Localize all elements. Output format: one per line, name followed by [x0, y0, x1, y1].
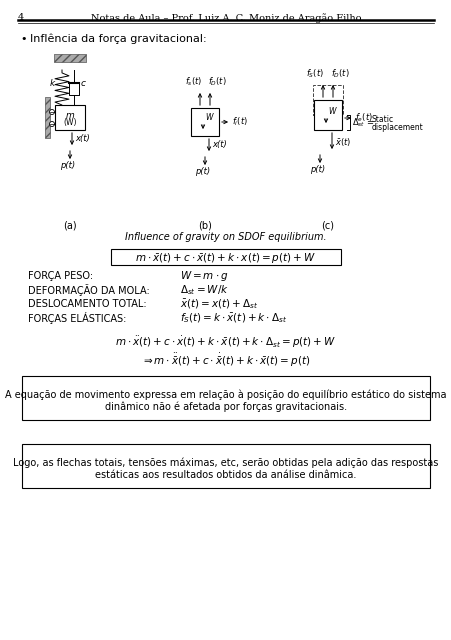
- Circle shape: [50, 122, 55, 127]
- Text: estáticas aos resultados obtidos da análise dinâmica.: estáticas aos resultados obtidos da anál…: [95, 470, 356, 480]
- Text: $f_S(t) = k \cdot \bar{x}(t) + k \cdot \Delta_{st}$: $f_S(t) = k \cdot \bar{x}(t) + k \cdot \…: [179, 311, 287, 325]
- Text: DESLOCAMENTO TOTAL:: DESLOCAMENTO TOTAL:: [28, 299, 146, 309]
- Text: p(t): p(t): [194, 168, 210, 177]
- Text: (a): (a): [63, 220, 77, 230]
- Text: (W): (W): [63, 118, 77, 127]
- Text: c: c: [81, 79, 86, 88]
- Text: $f_S(t)$: $f_S(t)$: [305, 67, 323, 80]
- Bar: [45, 97, 50, 138]
- Text: Logo, as flechas totais, tensões máximas, etc, serão obtidas pela adição das res: Logo, as flechas totais, tensões máximas…: [13, 458, 438, 468]
- Text: 4: 4: [18, 13, 24, 22]
- Bar: [111, 249, 340, 265]
- Text: k: k: [50, 79, 55, 88]
- Text: FORÇA PESO:: FORÇA PESO:: [28, 271, 93, 281]
- Text: $m \cdot \ddot{x}(t) + c \cdot \dot{x}(t) + k \cdot \bar{x}(t) + k \cdot \Delta_: $m \cdot \ddot{x}(t) + c \cdot \dot{x}(t…: [115, 334, 336, 349]
- Text: displacement: displacement: [371, 123, 423, 132]
- Text: Notas de Aula – Prof. Luiz A. C. Moniz de Aragão Filho: Notas de Aula – Prof. Luiz A. C. Moniz d…: [91, 13, 360, 23]
- Text: $f_D(t)$: $f_D(t)$: [330, 67, 349, 80]
- Text: $\bar{x}(t) = x(t) + \Delta_{st}$: $\bar{x}(t) = x(t) + \Delta_{st}$: [179, 297, 258, 311]
- Circle shape: [50, 109, 55, 115]
- Text: $\Rightarrow m \cdot \ddot{\bar{x}}(t) + c \cdot \dot{\bar{x}}(t) + k \cdot \bar: $\Rightarrow m \cdot \ddot{\bar{x}}(t) +…: [141, 351, 310, 369]
- Text: $f_i(t)$: $f_i(t)$: [231, 116, 248, 128]
- Bar: [22, 444, 429, 488]
- Text: (c): (c): [321, 220, 334, 230]
- Text: x(t): x(t): [75, 134, 90, 143]
- Text: $W = m \cdot g$: $W = m \cdot g$: [179, 269, 228, 283]
- Text: p(t): p(t): [309, 166, 324, 175]
- Text: $f_D(t)$: $f_D(t)$: [207, 76, 226, 88]
- Text: $\Delta_{st} = W / k$: $\Delta_{st} = W / k$: [179, 283, 229, 297]
- Text: $\Delta_{st}$ =: $\Delta_{st}$ =: [351, 116, 373, 129]
- Bar: [54, 54, 86, 62]
- Text: $\bar{x}(t)$: $\bar{x}(t)$: [334, 136, 350, 148]
- Text: Static: Static: [371, 115, 393, 124]
- Text: (b): (b): [198, 220, 212, 230]
- Text: W: W: [205, 113, 212, 122]
- Text: DEFORMAÇÃO DA MOLA:: DEFORMAÇÃO DA MOLA:: [28, 284, 149, 296]
- Text: p(t): p(t): [60, 161, 75, 170]
- Text: x(t): x(t): [212, 141, 226, 150]
- Text: •: •: [20, 34, 27, 44]
- Text: dinâmico não é afetada por forças gravitacionais.: dinâmico não é afetada por forças gravit…: [105, 402, 346, 412]
- Text: A equação de movimento expressa em relação à posição do equilíbrio estático do s: A equação de movimento expressa em relaç…: [5, 390, 446, 400]
- Bar: [312, 85, 342, 115]
- Bar: [22, 376, 429, 420]
- Text: $m \cdot \ddot{\bar{x}}(t) + c \cdot \dot{\bar{x}}(t) + k \cdot x(t) = p(t) + W$: $m \cdot \ddot{\bar{x}}(t) + c \cdot \do…: [135, 248, 316, 266]
- Text: Influence of gravity on SDOF equilibrium.: Influence of gravity on SDOF equilibrium…: [125, 232, 326, 242]
- Text: $f_e(t)$: $f_e(t)$: [354, 112, 372, 124]
- Bar: [55, 105, 85, 130]
- Bar: [191, 108, 219, 136]
- Text: FORÇAS ELÁSTICAS:: FORÇAS ELÁSTICAS:: [28, 312, 126, 324]
- Bar: [313, 100, 341, 130]
- Text: m: m: [65, 111, 74, 120]
- Text: $f_s(t)$: $f_s(t)$: [184, 76, 202, 88]
- Text: W: W: [327, 107, 335, 116]
- Text: Inflência da força gravitacional:: Inflência da força gravitacional:: [30, 34, 206, 45]
